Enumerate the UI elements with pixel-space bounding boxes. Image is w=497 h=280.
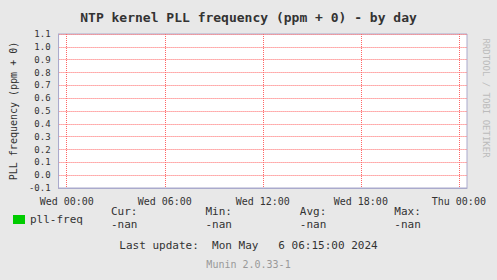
svg-text:0.4: 0.4 — [34, 119, 50, 129]
svg-text:0.6: 0.6 — [34, 93, 50, 103]
svg-text:pll-freq: pll-freq — [30, 213, 83, 226]
svg-text:-nan: -nan — [205, 218, 232, 231]
svg-text:1.0: 1.0 — [34, 42, 50, 52]
svg-text:0.1: 0.1 — [34, 157, 50, 167]
svg-text:Last update: Mon May 6 06:1: Last update: Mon May 6 06:15:00 2024 — [119, 239, 378, 252]
svg-text:0.9: 0.9 — [34, 55, 50, 65]
svg-text:Wed 12:00: Wed 12:00 — [236, 196, 290, 207]
svg-text:RRDTOOL / TOBI OETIKER: RRDTOOL / TOBI OETIKER — [481, 38, 491, 158]
svg-text:-nan: -nan — [300, 218, 327, 231]
svg-text:Wed 06:00: Wed 06:00 — [138, 196, 192, 207]
svg-text:Wed 18:00: Wed 18:00 — [334, 196, 388, 207]
svg-text:Munin 2.0.33-1: Munin 2.0.33-1 — [206, 259, 290, 270]
svg-text:0.7: 0.7 — [34, 80, 50, 90]
svg-text:NTP kernel PLL frequency (ppm: NTP kernel PLL frequency (ppm + 0) - by … — [80, 10, 417, 25]
svg-text:Min:: Min: — [205, 205, 232, 218]
svg-text:1.1: 1.1 — [34, 29, 50, 39]
svg-text:0.5: 0.5 — [34, 106, 50, 116]
svg-text:-nan: -nan — [394, 218, 421, 231]
svg-text:Avg:: Avg: — [300, 205, 327, 218]
svg-text:Wed 00:00: Wed 00:00 — [40, 196, 94, 207]
svg-text:-nan: -nan — [111, 218, 138, 231]
svg-text:Thu 00:00: Thu 00:00 — [432, 196, 486, 207]
svg-text:0.0: 0.0 — [34, 170, 50, 180]
svg-text:0.2: 0.2 — [34, 145, 50, 155]
svg-text:Cur:: Cur: — [111, 205, 138, 218]
svg-text:-0.1: -0.1 — [29, 183, 51, 193]
svg-text:PLL frequency (ppm + 0): PLL frequency (ppm + 0) — [8, 42, 19, 180]
svg-text:0.3: 0.3 — [34, 132, 50, 142]
svg-text:0.8: 0.8 — [34, 68, 50, 78]
svg-text:Max:: Max: — [394, 205, 421, 218]
